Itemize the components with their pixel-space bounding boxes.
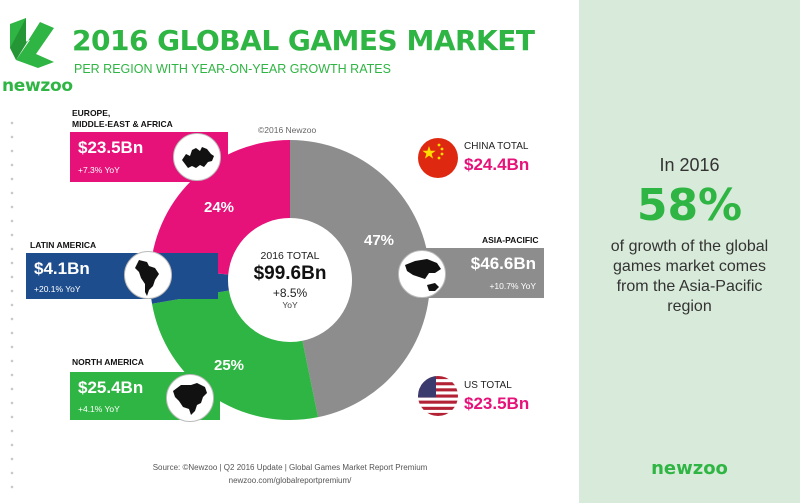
- region-box-latam: $4.1Bn +20.1% YoY: [26, 253, 218, 299]
- region-yoy-na: +4.1% YoY: [78, 404, 120, 414]
- page-title: 2016 GLOBAL GAMES MARKET: [72, 24, 535, 57]
- page-subtitle: PER REGION WITH YEAR-ON-YEAR GROWTH RATE…: [74, 62, 391, 76]
- region-name-na: NORTH AMERICA: [72, 357, 144, 367]
- region-value-latam: $4.1Bn: [34, 259, 90, 278]
- donut-slice-na: [152, 290, 319, 420]
- china-flag-icon: [418, 138, 458, 178]
- region-name-apac: ASIA-PACIFIC: [482, 235, 539, 245]
- europe-map-icon: [173, 133, 221, 181]
- region-yoy-apac: +10.7% YoY: [489, 281, 536, 291]
- asia-pacific-map-icon: [398, 250, 446, 298]
- slice-label-na: 25%: [214, 357, 245, 374]
- source-note: Source: ©Newzoo | Q2 2016 Update | Globa…: [140, 461, 440, 487]
- newzoo-logo-text: newzoo: [2, 76, 73, 96]
- sidebar-text: of growth of the global games market com…: [610, 238, 769, 315]
- us-flag-icon: [418, 376, 458, 416]
- region-value-na: $25.4Bn: [78, 378, 144, 397]
- region-yoy-emea: +7.3% YoY: [78, 165, 120, 175]
- latin-america-map-icon: [124, 251, 172, 299]
- chart-copyright: ©2016 Newzoo: [258, 125, 317, 135]
- highlight-sidebar: In 2016 58% of growth of the global game…: [579, 0, 800, 503]
- source-link: newzoo.com/globalreportpremium/: [228, 476, 352, 485]
- slice-label-emea: 24%: [204, 199, 235, 216]
- dotted-divider: [10, 116, 14, 496]
- source-line-1: Source: ©Newzoo | Q2 2016 Update | Globa…: [152, 463, 428, 472]
- donut-slice-emea: [150, 140, 290, 275]
- total-value: $99.6Bn: [253, 263, 327, 284]
- sidebar-percent: 58%: [636, 180, 743, 231]
- china-total-label: CHINA TOTAL: [464, 141, 529, 152]
- china-total-value: $24.4Bn: [464, 155, 530, 174]
- donut-center: 2016 TOTAL $99.6Bn +8.5% YoY: [225, 250, 355, 310]
- region-yoy-latam: +20.1% YoY: [34, 284, 81, 294]
- donut-chart: [150, 140, 430, 420]
- region-value-emea: $23.5Bn: [78, 138, 144, 157]
- total-label: 2016 TOTAL: [260, 250, 320, 262]
- region-value-apac: $46.6Bn: [470, 254, 536, 273]
- total-growth-label: YoY: [282, 300, 298, 310]
- total-growth: +8.5%: [272, 286, 308, 300]
- sidebar-newzoo-logo: newzoo: [651, 458, 728, 479]
- slice-label-apac: 47%: [364, 232, 395, 249]
- newzoo-logo-icon: [10, 18, 54, 68]
- donut-slice-apac: [290, 140, 430, 418]
- sidebar-year: In 2016: [659, 155, 720, 175]
- north-america-map-icon: [166, 374, 214, 422]
- us-total-value: $23.5Bn: [464, 394, 530, 413]
- us-total-label: US TOTAL: [464, 380, 512, 391]
- region-name-latam: LATIN AMERICA: [30, 240, 97, 250]
- region-name-emea: EUROPE, MIDDLE-EAST & AFRICA: [72, 108, 173, 129]
